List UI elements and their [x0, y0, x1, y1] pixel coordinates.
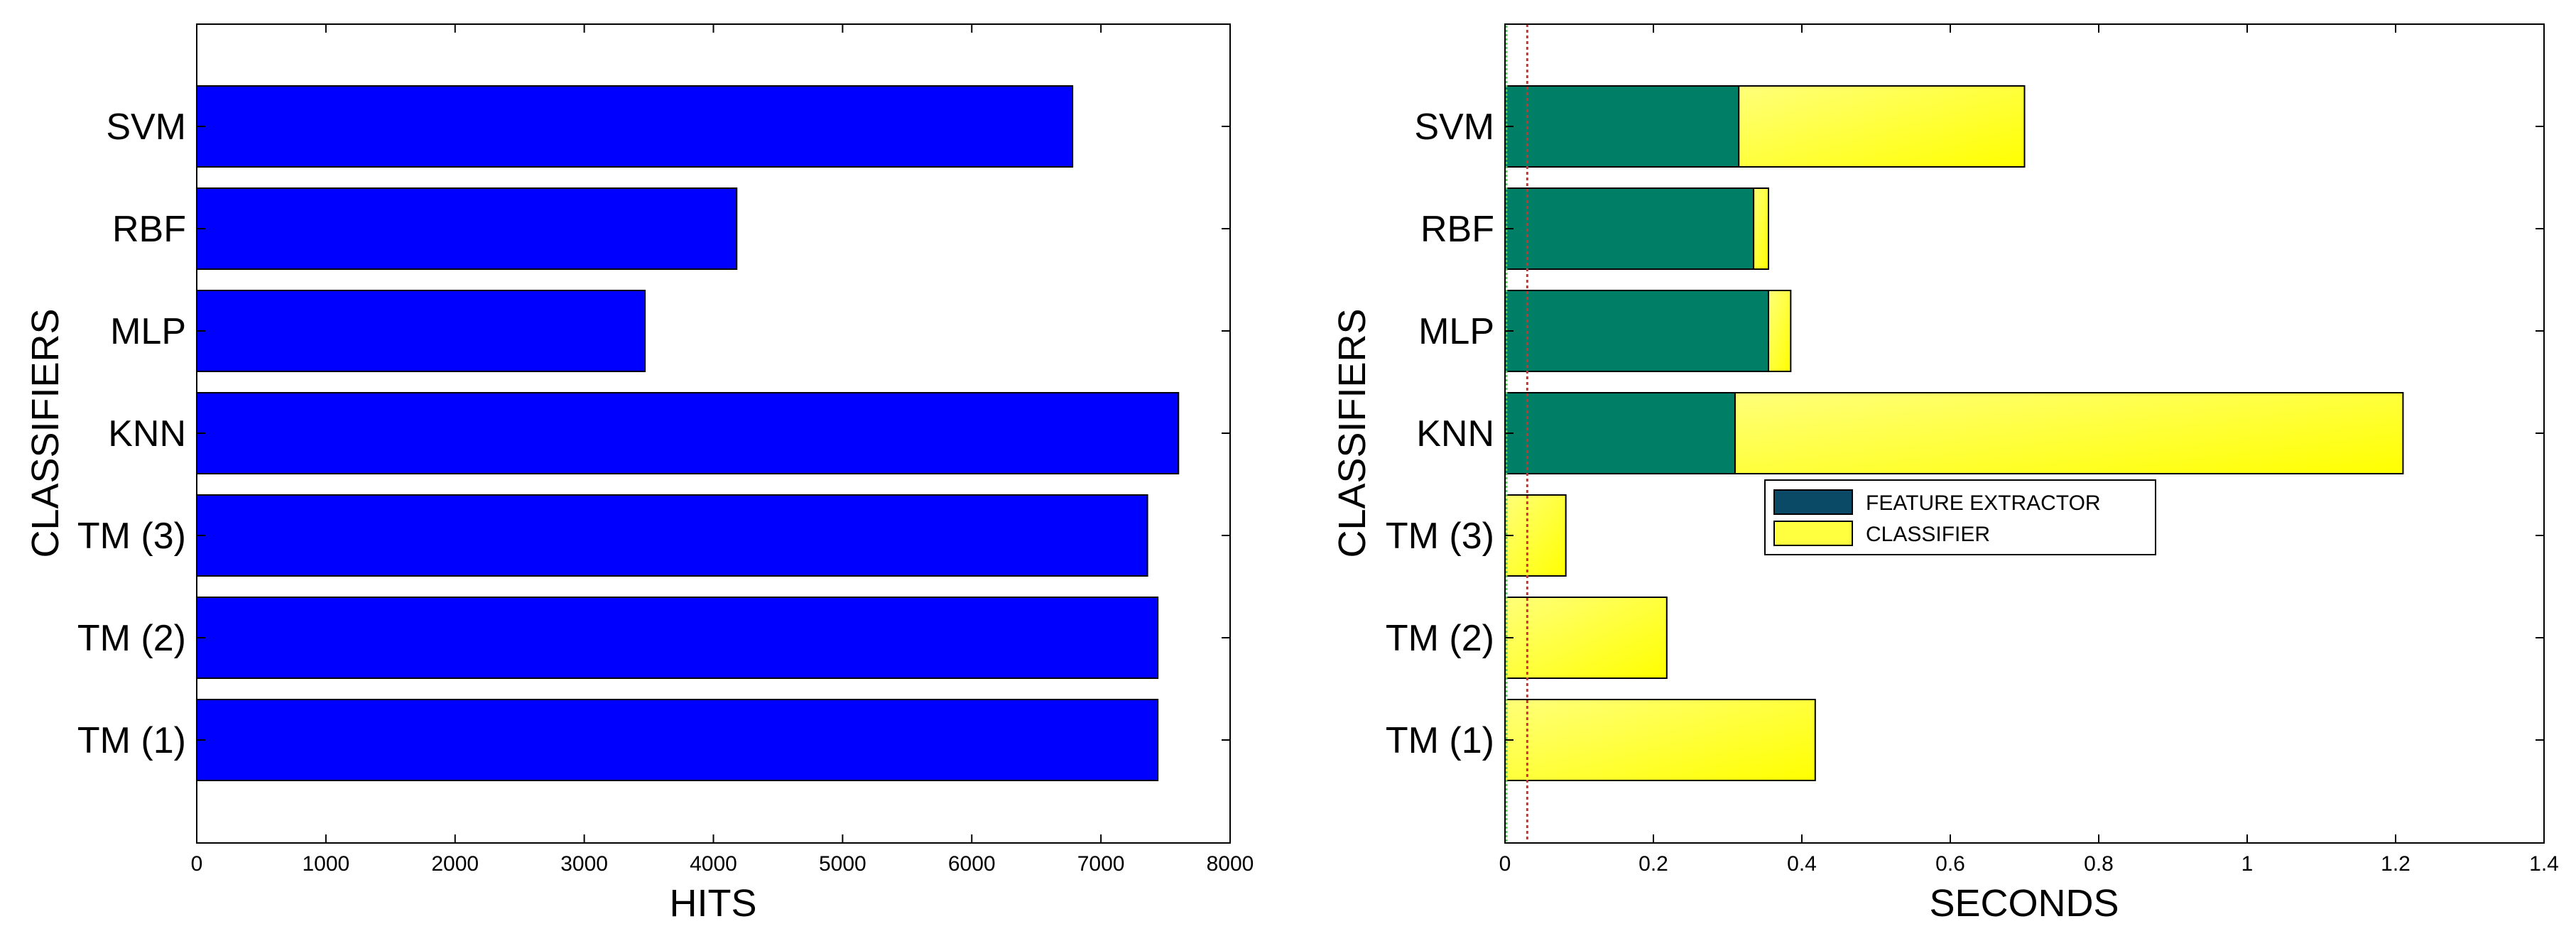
seconds-x-axis-label: SECONDS	[1929, 882, 2119, 925]
legend-label-feature-extractor: FEATURE EXTRACTOR	[1866, 491, 2101, 515]
hits-x-axis-label: HITS	[669, 882, 756, 925]
x-tick-label-1-4: 1.4	[2529, 852, 2559, 876]
bar-rbf	[196, 187, 738, 270]
x-tick-label-1000: 1000	[303, 852, 350, 876]
bar-rbf-feature-extractor	[1504, 187, 1755, 270]
category-label-rbf: RBF	[112, 209, 186, 250]
category-label-tm-3: TM (3)	[77, 516, 186, 557]
seconds-y-axis-label: CLASSIFIERS	[1331, 308, 1374, 557]
x-tick-label-3000: 3000	[560, 852, 608, 876]
bar-tm-1	[196, 699, 1159, 781]
x-tick-label-0-4: 0.4	[1787, 852, 1817, 876]
category-label-svm: SVM	[106, 107, 186, 148]
category-label-knn: KNN	[108, 413, 186, 455]
x-tick-label-0: 0	[191, 852, 203, 876]
hits-chart: 0 1000 2000 3000 4000 5000 6000 7000 8000 SVM RBF…	[24, 23, 1254, 925]
category-label-tm-3: TM (3)	[1386, 516, 1494, 557]
x-tick-label-8000: 8000	[1207, 852, 1254, 876]
x-tick-label-6000: 6000	[948, 852, 996, 876]
category-label-tm-1: TM (1)	[1386, 720, 1494, 761]
legend-label-classifier: CLASSIFIER	[1866, 523, 1990, 546]
category-label-knn: KNN	[1416, 413, 1494, 455]
legend: FEATURE EXTRACTOR CLASSIFIER	[1764, 479, 2156, 555]
category-label-tm-1: TM (1)	[77, 720, 186, 761]
hits-x-ticks: 0 1000 2000 3000 4000 5000 6000 7000 8000	[191, 24, 1254, 876]
x-tick-label-0-2: 0.2	[1638, 852, 1668, 876]
hits-bars	[196, 85, 1180, 781]
x-tick-label-2000: 2000	[431, 852, 479, 876]
legend-swatch-classifier	[1773, 521, 1853, 546]
bar-mlp-classifier	[1767, 290, 1792, 372]
bar-knn-feature-extractor	[1504, 392, 1736, 474]
seconds-chart: 0 0.2 0.4 0.6 0.8 1 1.2 1.4 SVM RBF MLP KNN TM (3) T…	[1331, 23, 2559, 925]
legend-swatch-feature-extractor	[1773, 489, 1853, 515]
bar-tm-3-classifier	[1504, 494, 1567, 577]
x-tick-label-4000: 4000	[690, 852, 737, 876]
x-tick-label-7000: 7000	[1077, 852, 1125, 876]
bar-rbf-classifier	[1753, 187, 1769, 270]
x-tick-label-1-2: 1.2	[2381, 852, 2411, 876]
category-label-tm-2: TM (2)	[77, 618, 186, 659]
x-tick-label-0: 0	[1499, 852, 1511, 876]
seconds-bars	[1504, 85, 2404, 781]
x-tick-label-0-8: 0.8	[2084, 852, 2114, 876]
seconds-category-labels: SVM RBF MLP KNN TM (3) TM (2) TM (1)	[1386, 107, 2544, 761]
seconds-x-ticks: 0 0.2 0.4 0.6 0.8 1 1.2 1.4	[1499, 24, 2559, 876]
bar-tm-2-classifier	[1504, 597, 1668, 679]
bar-svm	[196, 85, 1074, 168]
bar-svm-classifier	[1738, 85, 2026, 168]
hits-y-axis-label: CLASSIFIERS	[24, 308, 67, 557]
bar-tm-2	[196, 597, 1159, 679]
bar-tm-1-classifier	[1504, 699, 1816, 781]
bar-knn	[196, 392, 1180, 474]
category-label-tm-2: TM (2)	[1386, 618, 1494, 659]
hits-category-labels: SVM RBF MLP KNN TM (3) TM (2) TM (1)	[77, 107, 1230, 761]
bar-mlp-feature-extractor	[1504, 290, 1769, 372]
bar-svm-feature-extractor	[1504, 85, 1740, 168]
x-tick-label-5000: 5000	[819, 852, 866, 876]
bar-mlp	[196, 290, 646, 372]
category-label-mlp: MLP	[110, 311, 186, 352]
x-tick-label-1: 1	[2241, 852, 2254, 876]
bar-tm-3	[196, 494, 1148, 577]
x-tick-label-0-6: 0.6	[1935, 852, 1965, 876]
category-label-rbf: RBF	[1420, 209, 1494, 250]
bar-knn-classifier	[1734, 392, 2404, 474]
category-label-svm: SVM	[1414, 107, 1494, 148]
category-label-mlp: MLP	[1418, 311, 1494, 352]
